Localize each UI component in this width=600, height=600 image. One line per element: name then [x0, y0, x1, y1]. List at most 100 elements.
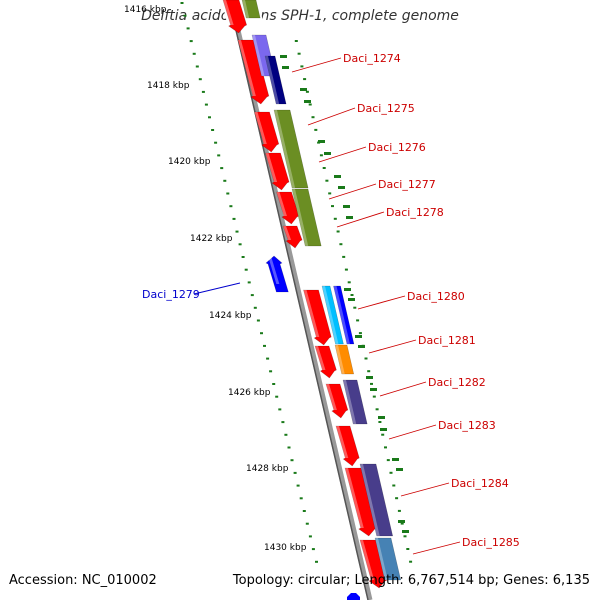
tick-mark: [275, 395, 279, 398]
tick-mark: [378, 421, 382, 423]
tick-mark: [322, 167, 326, 169]
gene-label-text: Daci_1277: [378, 178, 436, 191]
cog-bar: [241, 0, 261, 19]
tick-mark: [346, 216, 353, 219]
gene-arrow-Daci_1276-highlight: [276, 192, 287, 216]
tick-mark: [370, 382, 373, 385]
tick-mark: [348, 298, 355, 301]
tick-mark: [284, 433, 288, 436]
backbone-edge: [228, 0, 369, 600]
tick-label: 1428 kbp: [246, 464, 289, 474]
tick-mark: [372, 395, 376, 398]
tick-mark: [293, 471, 297, 474]
gene-label-Daci_1274: Daci_1274: [291, 52, 401, 73]
tick-mark: [315, 560, 318, 563]
tick-mark: [226, 192, 230, 195]
cog-bar: [342, 379, 368, 425]
cog-bar: [334, 344, 355, 375]
tick-mark: [328, 192, 332, 195]
tick-mark: [331, 205, 334, 208]
tick-mark: [250, 294, 254, 297]
gene-arrow-Daci_1282-highlight: [326, 384, 337, 410]
cog-bar-highlight: [292, 189, 309, 246]
tick-mark: [336, 230, 340, 233]
tick-mark: [370, 388, 377, 391]
gene-arrow-Daci_1275-highlight: [265, 153, 278, 182]
gene-arrow-Daci_1275: [265, 152, 290, 191]
tick-mark: [364, 357, 368, 360]
tick-mark: [229, 205, 233, 208]
tick-mark: [392, 484, 396, 487]
tick-mark: [272, 383, 276, 385]
tick-mark: [180, 2, 184, 4]
gene-label-text: Daci_1274: [343, 52, 401, 65]
gene-label-Daci_1281: Daci_1281: [368, 334, 476, 354]
tick-mark: [311, 548, 315, 551]
tick-mark: [223, 179, 227, 182]
tick-mark: [302, 510, 306, 512]
tick-mark: [409, 560, 413, 563]
tick-mark: [334, 175, 341, 178]
gene-label-text: Daci_1282: [428, 376, 486, 389]
tick-mark: [294, 40, 298, 42]
gene-label-text: Daci_1285: [462, 536, 520, 549]
tick-mark: [353, 306, 357, 309]
gene-label-Daci_1276: Daci_1276: [318, 141, 426, 163]
gene-label-text: Daci_1278: [386, 206, 444, 219]
gene-label-text: Daci_1275: [357, 102, 415, 115]
tick-mark: [204, 103, 208, 106]
tick-mark: [282, 66, 289, 69]
tick-mark: [395, 497, 399, 500]
tick-label: 1418 kbp: [147, 81, 190, 91]
tick-mark: [403, 535, 407, 538]
leader-line: [357, 295, 406, 310]
gene-arrow-Daci_1281: [314, 345, 337, 379]
leader-line: [379, 381, 427, 397]
tick-mark: [333, 217, 337, 220]
tick-mark: [347, 281, 351, 284]
tick-mark: [344, 288, 351, 291]
cog-bar-highlight: [274, 110, 296, 188]
gene-arrow-Daci_1276-highlight: [283, 226, 292, 240]
tick-mark: [342, 255, 346, 258]
cog-bar-highlight: [343, 380, 357, 424]
tick-mark: [314, 128, 318, 131]
gene-label-text: Daci_1283: [438, 419, 496, 432]
tick-mark: [266, 357, 270, 360]
tick-mark: [247, 281, 251, 284]
gene-label-text: Daci_1281: [418, 334, 476, 347]
leader-line: [412, 541, 461, 555]
cog-bar-highlight: [375, 538, 388, 580]
gene-arrow-Daci_1279-highlight: [268, 256, 280, 284]
tick-mark: [189, 40, 193, 43]
tick-mark: [278, 408, 282, 411]
tick-mark: [355, 335, 362, 338]
gene-arrow-Daci_1274: [222, 0, 248, 34]
tick-mark: [308, 103, 312, 106]
tick-mark: [367, 370, 371, 373]
gene-arrow-Daci_1281-highlight: [315, 346, 326, 370]
leader-line: [400, 482, 450, 497]
tick-mark: [192, 52, 196, 55]
tick-mark: [280, 55, 287, 58]
gene-label-text: Daci_1276: [368, 141, 426, 154]
gene-arrow-Daci_1276: [276, 191, 300, 225]
gene-label-text: Daci_1279: [142, 288, 200, 301]
cog-bar-highlight: [360, 464, 380, 536]
tick-mark: [308, 535, 312, 538]
tick-mark: [344, 268, 348, 271]
leader-line: [388, 424, 437, 440]
tick-mark: [350, 294, 354, 296]
tick-mark: [208, 116, 211, 119]
cog-bar: [321, 285, 344, 345]
tick-label: 1424 kbp: [209, 311, 252, 321]
gene-label-Daci_1280: Daci_1280: [357, 290, 465, 310]
tick-mark: [398, 520, 405, 523]
tick-mark: [211, 129, 215, 131]
axis-ticks: 1416 kbp 1418 kbp 1420 kbp 1422 kbp 1424 kbp…: [124, 2, 413, 563]
tick-mark: [241, 256, 245, 258]
tick-mark: [260, 332, 263, 335]
tick-mark: [287, 446, 291, 449]
tick-mark: [296, 484, 300, 487]
